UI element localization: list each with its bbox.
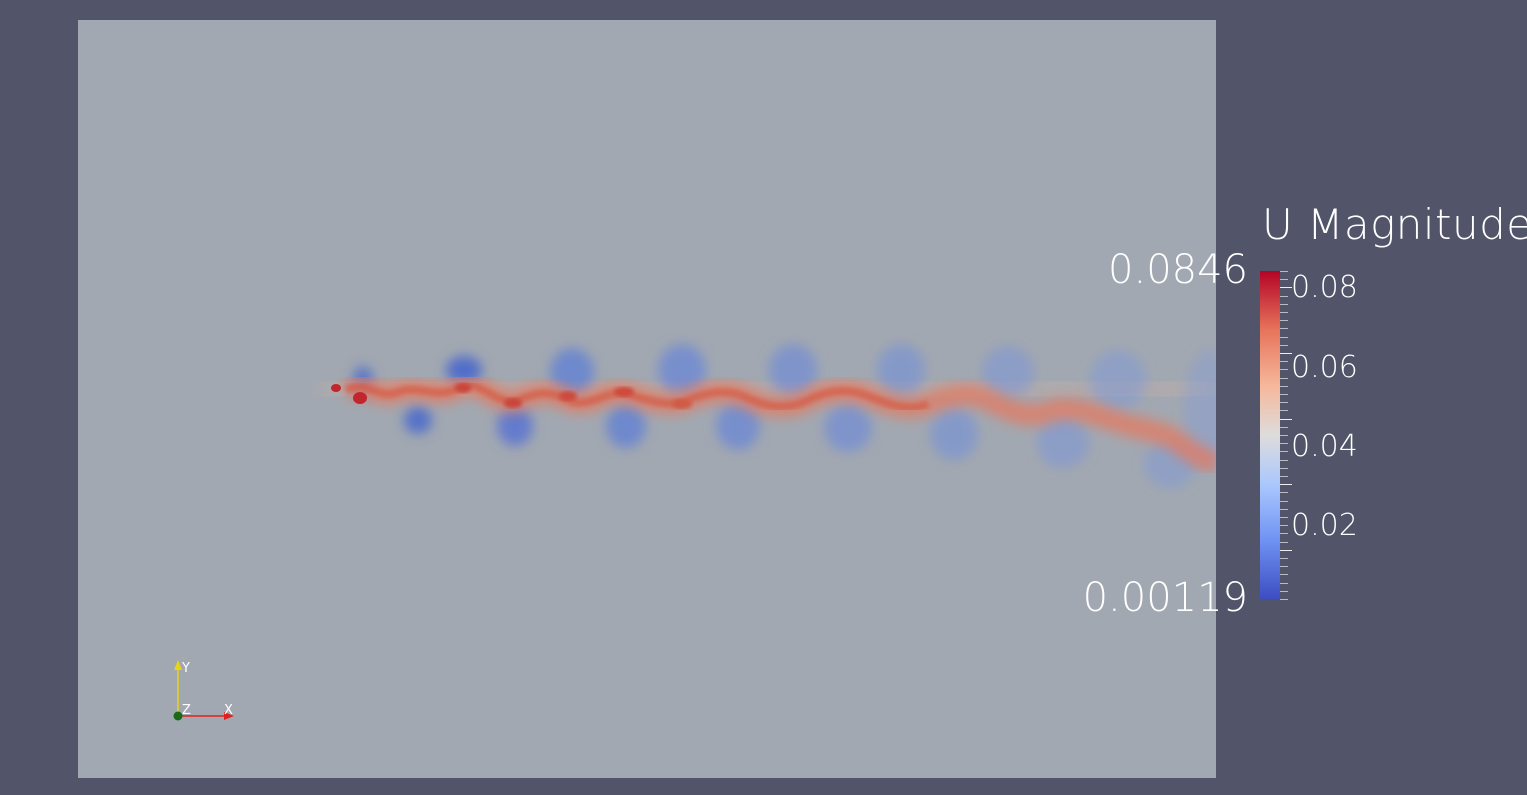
legend-title: U Magnitude (1262, 200, 1527, 249)
y-axis-label: Y (181, 661, 190, 676)
colorbar-tick-label: 0.02 (1291, 508, 1358, 543)
colorbar-tick-label: 0.04 (1291, 429, 1358, 464)
legend-max-value: 0.0846 (1108, 247, 1248, 293)
legend-min-value: 0.00119 (1083, 575, 1248, 621)
colorbar-tick-label: 0.08 (1291, 270, 1358, 305)
x-axis-label: X (224, 703, 233, 718)
z-axis-label: Z (182, 703, 191, 718)
color-legend-bar[interactable] (1260, 271, 1280, 600)
y-axis-arrow (174, 660, 182, 670)
velocity-field-plot (78, 20, 1216, 778)
render-viewport[interactable]: Y Z X (78, 20, 1216, 778)
orientation-axes: Y Z X (166, 656, 246, 726)
colorbar-tick-label: 0.06 (1291, 350, 1358, 385)
